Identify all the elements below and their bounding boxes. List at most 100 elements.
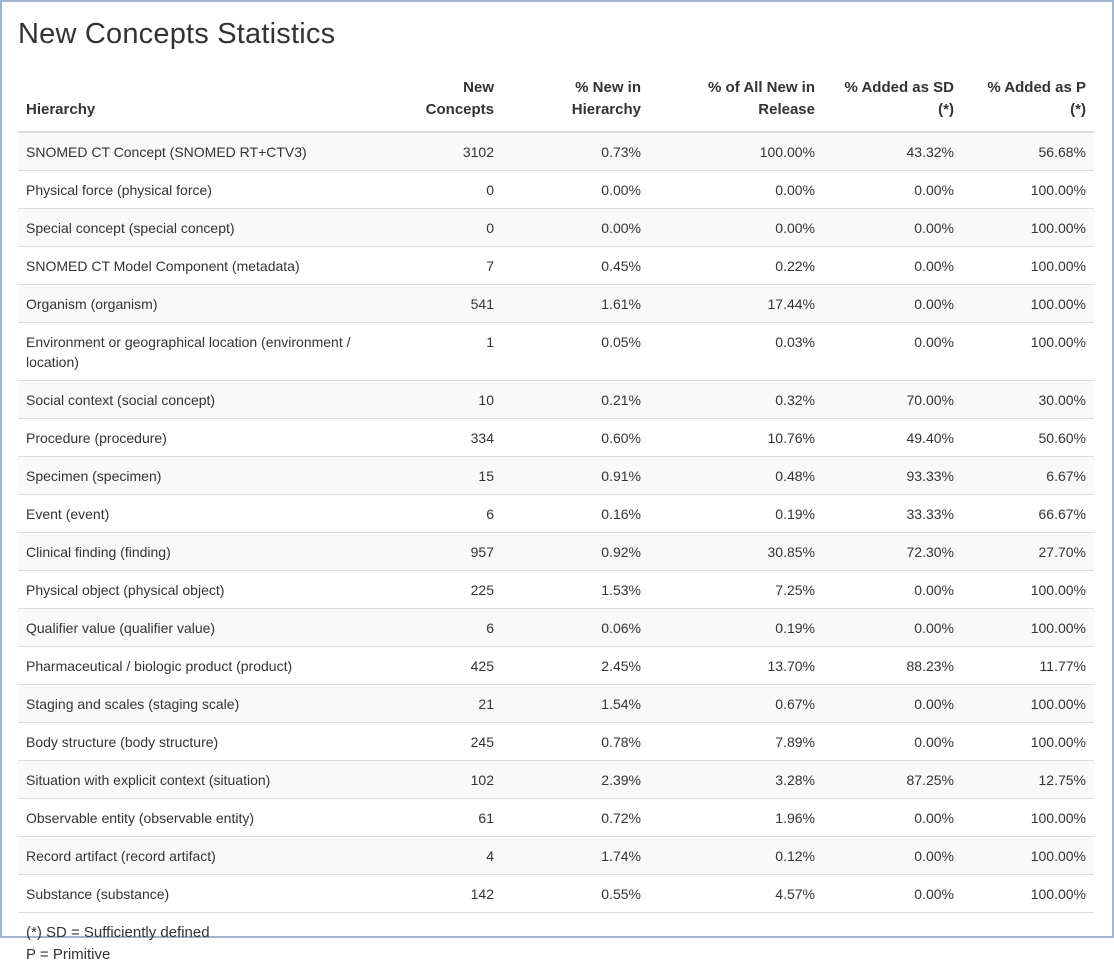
cell-hierarchy: Clinical finding (finding) — [18, 532, 368, 571]
cell-pct-added-p: 100.00% — [962, 798, 1094, 837]
table-row: Qualifier value (qualifier value) 6 0.06% 0… — [18, 608, 1094, 647]
cell-pct-added-p: 6.67% — [962, 456, 1094, 495]
table-row: Physical object (physical object) 225 1.53… — [18, 570, 1094, 609]
cell-pct-added-p: 12.75% — [962, 760, 1094, 799]
cell-pct-added-sd: 49.40% — [823, 418, 962, 457]
cell-pct-added-sd: 93.33% — [823, 456, 962, 495]
column-header-pct-all-line2: Release — [758, 101, 815, 118]
cell-pct-all-new: 17.44% — [649, 284, 823, 323]
cell-pct-all-new: 0.00% — [649, 208, 823, 247]
cell-pct-added-p: 100.00% — [962, 836, 1094, 875]
column-header-pct-sd-line1: % Added as SD — [844, 79, 954, 96]
cell-pct-new-in-hierarchy: 0.60% — [502, 418, 649, 457]
column-header-pct-all-line1: % of All New in — [708, 79, 815, 96]
cell-hierarchy: Specimen (specimen) — [18, 456, 368, 495]
cell-pct-added-sd: 72.30% — [823, 532, 962, 571]
cell-new-concepts: 541 — [368, 284, 502, 323]
cell-new-concepts: 0 — [368, 208, 502, 247]
column-header-pct-p-line2: (*) — [1070, 101, 1086, 118]
column-header-pct-new-line1: % New in — [575, 79, 641, 96]
cell-pct-added-sd: 0.00% — [823, 684, 962, 723]
cell-pct-new-in-hierarchy: 2.45% — [502, 646, 649, 685]
cell-hierarchy: Body structure (body structure) — [18, 722, 368, 761]
cell-pct-added-sd: 0.00% — [823, 608, 962, 647]
cell-new-concepts: 245 — [368, 722, 502, 761]
cell-pct-added-p: 100.00% — [962, 684, 1094, 723]
cell-pct-new-in-hierarchy: 0.55% — [502, 874, 649, 913]
cell-pct-added-p: 50.60% — [962, 418, 1094, 457]
cell-pct-added-sd: 0.00% — [823, 836, 962, 875]
cell-pct-added-sd: 70.00% — [823, 380, 962, 419]
table-row: Record artifact (record artifact) 4 1.74% 0… — [18, 836, 1094, 875]
cell-pct-all-new: 30.85% — [649, 532, 823, 571]
cell-hierarchy: Procedure (procedure) — [18, 418, 368, 457]
cell-pct-added-p: 100.00% — [962, 570, 1094, 609]
cell-new-concepts: 957 — [368, 532, 502, 571]
cell-pct-new-in-hierarchy: 0.73% — [502, 132, 649, 171]
table-row: Environment or geographical location (en… — [18, 322, 1094, 381]
cell-new-concepts: 15 — [368, 456, 502, 495]
cell-pct-added-p: 100.00% — [962, 722, 1094, 761]
cell-pct-new-in-hierarchy: 1.74% — [502, 836, 649, 875]
cell-pct-new-in-hierarchy: 2.39% — [502, 760, 649, 799]
cell-pct-new-in-hierarchy: 1.61% — [502, 284, 649, 323]
cell-pct-added-p: 100.00% — [962, 284, 1094, 323]
cell-pct-added-sd: 0.00% — [823, 246, 962, 285]
column-header-pct-all-new: % of All New in Release — [649, 66, 823, 133]
cell-pct-new-in-hierarchy: 0.91% — [502, 456, 649, 495]
cell-pct-all-new: 7.89% — [649, 722, 823, 761]
table-row: Special concept (special concept) 0 0.00% 0… — [18, 208, 1094, 247]
footnotes: (*) SD = Sufficiently defined P = Primit… — [18, 922, 1094, 966]
cell-pct-all-new: 0.19% — [649, 494, 823, 533]
cell-pct-added-sd: 88.23% — [823, 646, 962, 685]
cell-new-concepts: 3102 — [368, 132, 502, 171]
cell-pct-added-p: 27.70% — [962, 532, 1094, 571]
cell-hierarchy: SNOMED CT Concept (SNOMED RT+CTV3) — [18, 132, 368, 171]
cell-new-concepts: 142 — [368, 874, 502, 913]
cell-pct-all-new: 3.28% — [649, 760, 823, 799]
table-row: Pharmaceutical / biologic product (produ… — [18, 646, 1094, 685]
cell-pct-added-p: 11.77% — [962, 646, 1094, 685]
cell-new-concepts: 425 — [368, 646, 502, 685]
cell-pct-new-in-hierarchy: 0.16% — [502, 494, 649, 533]
cell-hierarchy: Staging and scales (staging scale) — [18, 684, 368, 723]
cell-new-concepts: 1 — [368, 322, 502, 381]
cell-pct-all-new: 10.76% — [649, 418, 823, 457]
cell-pct-new-in-hierarchy: 0.00% — [502, 170, 649, 209]
table-row: Social context (social concept) 10 0.21% 0.… — [18, 380, 1094, 419]
statistics-table: Hierarchy New Concepts % New in Hierarch… — [18, 66, 1094, 913]
window-frame — [0, 0, 1114, 938]
column-header-pct-sd: % Added as SD (*) — [823, 66, 962, 133]
cell-pct-all-new: 0.19% — [649, 608, 823, 647]
table-row: Observable entity (observable entity) 61 0… — [18, 798, 1094, 837]
column-header-new-concepts: New Concepts — [368, 66, 502, 133]
cell-hierarchy: Situation with explicit context (situati… — [18, 760, 368, 799]
cell-pct-all-new: 0.00% — [649, 170, 823, 209]
column-header-pct-p: % Added as P (*) — [962, 66, 1094, 133]
cell-new-concepts: 102 — [368, 760, 502, 799]
cell-hierarchy: Event (event) — [18, 494, 368, 533]
column-header-new-concepts-line2: Concepts — [425, 101, 494, 118]
cell-pct-added-sd: 43.32% — [823, 132, 962, 171]
column-header-new-concepts-line1: New — [463, 79, 494, 96]
cell-pct-new-in-hierarchy: 0.72% — [502, 798, 649, 837]
cell-pct-new-in-hierarchy: 1.54% — [502, 684, 649, 723]
footnote-p: P = Primitive — [26, 946, 111, 963]
table-row: Situation with explicit context (situati… — [18, 760, 1094, 799]
cell-pct-added-p: 100.00% — [962, 208, 1094, 247]
table-row: Specimen (specimen) 15 0.91% 0.48% 93.33% 6.6… — [18, 456, 1094, 495]
cell-pct-added-sd: 0.00% — [823, 722, 962, 761]
cell-pct-added-sd: 0.00% — [823, 170, 962, 209]
table-row: Organism (organism) 541 1.61% 17.44% 0.00% 10… — [18, 284, 1094, 323]
cell-new-concepts: 0 — [368, 170, 502, 209]
cell-pct-added-p: 100.00% — [962, 246, 1094, 285]
header-row: Hierarchy New Concepts % New in Hierarch… — [18, 66, 1094, 133]
cell-pct-all-new: 0.12% — [649, 836, 823, 875]
cell-pct-new-in-hierarchy: 0.05% — [502, 322, 649, 381]
cell-pct-added-p: 30.00% — [962, 380, 1094, 419]
cell-hierarchy: Environment or geographical location (en… — [18, 322, 368, 381]
cell-pct-added-p: 66.67% — [962, 494, 1094, 533]
cell-pct-all-new: 13.70% — [649, 646, 823, 685]
cell-pct-new-in-hierarchy: 0.92% — [502, 532, 649, 571]
cell-pct-added-p: 56.68% — [962, 132, 1094, 171]
